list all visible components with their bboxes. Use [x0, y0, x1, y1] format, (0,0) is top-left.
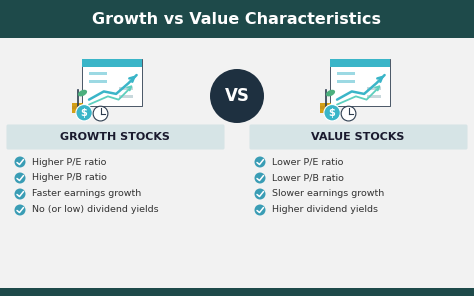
Circle shape [255, 157, 265, 168]
FancyBboxPatch shape [330, 59, 390, 67]
Text: Higher P/B ratio: Higher P/B ratio [32, 173, 107, 183]
Circle shape [15, 189, 26, 200]
FancyBboxPatch shape [366, 86, 381, 90]
FancyBboxPatch shape [7, 125, 225, 149]
FancyBboxPatch shape [118, 86, 133, 90]
FancyBboxPatch shape [0, 288, 474, 296]
Text: Faster earnings growth: Faster earnings growth [32, 189, 141, 199]
Text: Slower earnings growth: Slower earnings growth [272, 189, 384, 199]
FancyBboxPatch shape [337, 72, 355, 75]
Circle shape [255, 205, 265, 215]
FancyBboxPatch shape [366, 95, 381, 98]
Circle shape [15, 205, 26, 215]
FancyBboxPatch shape [0, 38, 474, 288]
Text: VALUE STOCKS: VALUE STOCKS [311, 132, 405, 142]
Text: $: $ [81, 108, 88, 118]
Text: Growth vs Value Characteristics: Growth vs Value Characteristics [92, 12, 382, 27]
Text: VS: VS [225, 87, 249, 105]
FancyBboxPatch shape [320, 110, 331, 113]
Circle shape [15, 173, 26, 184]
Text: Lower P/B ratio: Lower P/B ratio [272, 173, 344, 183]
FancyBboxPatch shape [82, 59, 142, 106]
FancyBboxPatch shape [0, 0, 474, 38]
Circle shape [210, 69, 264, 123]
FancyBboxPatch shape [118, 95, 133, 98]
Text: Lower P/E ratio: Lower P/E ratio [272, 157, 343, 166]
FancyBboxPatch shape [337, 80, 355, 83]
Text: No (or low) dividend yields: No (or low) dividend yields [32, 205, 159, 215]
FancyBboxPatch shape [89, 80, 107, 83]
Circle shape [76, 104, 92, 121]
FancyBboxPatch shape [72, 103, 83, 106]
Text: Higher dividend yields: Higher dividend yields [272, 205, 378, 215]
Circle shape [341, 106, 356, 121]
Circle shape [255, 173, 265, 184]
Ellipse shape [78, 90, 87, 96]
Circle shape [93, 106, 108, 121]
FancyBboxPatch shape [330, 59, 390, 106]
FancyBboxPatch shape [89, 72, 107, 75]
FancyBboxPatch shape [320, 103, 331, 106]
FancyBboxPatch shape [72, 106, 83, 110]
Text: $: $ [329, 108, 336, 118]
FancyBboxPatch shape [82, 59, 142, 67]
Text: GROWTH STOCKS: GROWTH STOCKS [60, 132, 170, 142]
Ellipse shape [326, 90, 335, 96]
Text: Higher P/E ratio: Higher P/E ratio [32, 157, 106, 166]
FancyBboxPatch shape [320, 106, 331, 110]
Circle shape [324, 104, 340, 121]
Circle shape [15, 157, 26, 168]
FancyBboxPatch shape [72, 110, 83, 113]
FancyBboxPatch shape [249, 125, 467, 149]
Circle shape [255, 189, 265, 200]
